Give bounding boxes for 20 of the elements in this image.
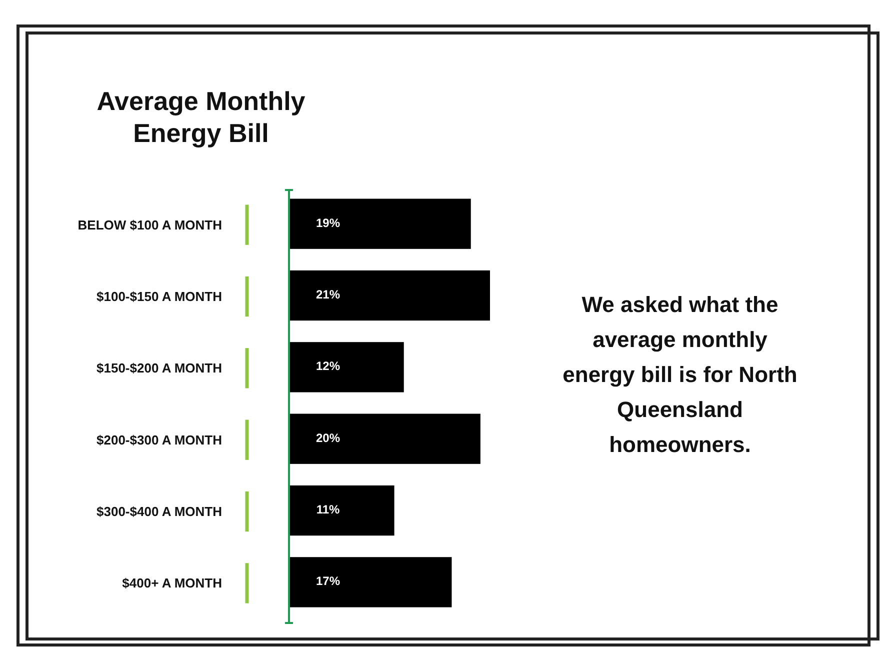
bar <box>289 342 404 392</box>
data-label: 21% <box>316 287 340 302</box>
y-tick-label: $200-$300 A MONTH <box>96 432 222 448</box>
data-label: 12% <box>316 359 340 374</box>
data-label: 20% <box>316 430 340 445</box>
data-label: 19% <box>316 216 340 230</box>
bar <box>289 198 471 249</box>
data-label: 11% <box>316 502 340 517</box>
bar <box>289 557 452 608</box>
y-tick-label: $300-$400 A MONTH <box>96 504 222 520</box>
text: We asked what the average monthly energy bill is for North Queensland homeowners. <box>562 292 798 457</box>
y-tick-label: $150-$200 A MONTH <box>96 360 222 376</box>
bar <box>289 270 490 321</box>
y-tick-label: $400+ A MONTH <box>122 576 222 591</box>
data-label: 17% <box>316 574 340 588</box>
y-tick-label: $100-$150 A MONTH <box>96 288 222 304</box>
chart-title: Average Monthly Energy Bill <box>96 86 306 148</box>
bar <box>289 414 480 464</box>
bar <box>289 485 394 536</box>
y-tick-label: BELOW $100 A MONTH <box>78 217 222 232</box>
